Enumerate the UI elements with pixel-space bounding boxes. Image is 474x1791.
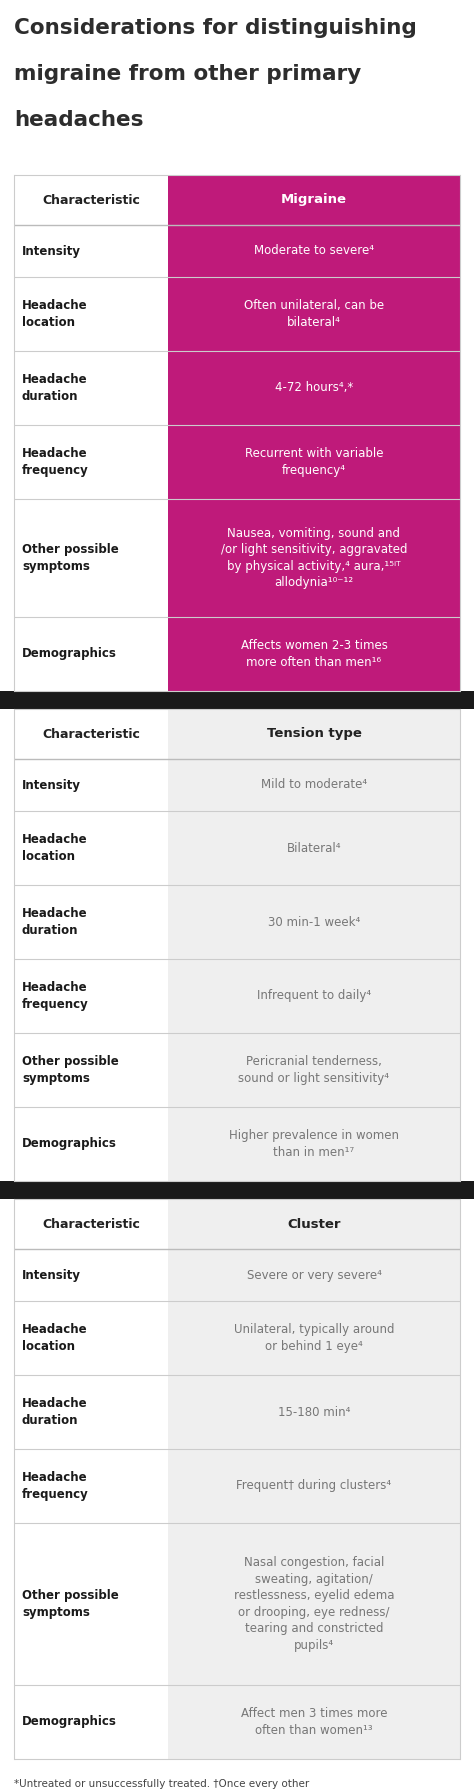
Text: Mild to moderate⁴: Mild to moderate⁴ [261, 779, 367, 792]
Bar [168, 500, 460, 618]
Text: Frequent† during clusters⁴: Frequent† during clusters⁴ [237, 1479, 392, 1492]
Text: Headache
duration: Headache duration [22, 373, 88, 403]
Text: Bilateral⁴: Bilateral⁴ [287, 842, 341, 854]
Bar [168, 1375, 460, 1449]
Bar [168, 1107, 460, 1180]
Bar [168, 1248, 460, 1300]
Text: 30 min-1 week⁴: 30 min-1 week⁴ [268, 915, 360, 928]
Bar [168, 1685, 460, 1759]
Text: Nasal congestion, facial
sweating, agitation/
restlessness, eyelid edema
or droo: Nasal congestion, facial sweating, agita… [234, 1556, 394, 1651]
Text: Other possible
symptoms: Other possible symptoms [22, 1055, 119, 1085]
Text: Recurrent with variable
frequency⁴: Recurrent with variable frequency⁴ [245, 448, 383, 476]
Text: Characteristic: Characteristic [42, 1218, 140, 1230]
Bar [168, 176, 460, 226]
Text: 15-180 min⁴: 15-180 min⁴ [278, 1406, 350, 1418]
Text: Other possible
symptoms: Other possible symptoms [22, 543, 119, 573]
Text: headaches: headaches [14, 109, 144, 131]
Bar [0, 691, 474, 709]
Bar [14, 709, 168, 759]
Text: Headache
frequency: Headache frequency [22, 1470, 89, 1501]
Text: migraine from other primary: migraine from other primary [14, 64, 361, 84]
Text: Severe or very severe⁴: Severe or very severe⁴ [246, 1268, 382, 1282]
Bar [168, 226, 460, 278]
Text: Headache
duration: Headache duration [22, 1397, 88, 1427]
Bar [168, 958, 460, 1033]
Text: Characteristic: Characteristic [42, 193, 140, 206]
Text: Pericranial tenderness,
sound or light sensitivity⁴: Pericranial tenderness, sound or light s… [238, 1055, 390, 1085]
Bar [168, 1300, 460, 1375]
Text: Migraine: Migraine [281, 193, 347, 206]
Text: Other possible
symptoms: Other possible symptoms [22, 1589, 119, 1619]
Bar [168, 1033, 460, 1107]
Text: Demographics: Demographics [22, 648, 117, 661]
Text: Cluster: Cluster [287, 1218, 341, 1230]
Text: Nausea, vomiting, sound and
/or light sensitivity, aggravated
by physical activi: Nausea, vomiting, sound and /or light se… [221, 527, 407, 589]
Text: Higher prevalence in women
than in men¹⁷: Higher prevalence in women than in men¹⁷ [229, 1130, 399, 1159]
Text: Considerations for distinguishing: Considerations for distinguishing [14, 18, 417, 38]
Text: Headache
location: Headache location [22, 299, 88, 330]
Text: Tension type: Tension type [266, 727, 362, 740]
Text: Intensity: Intensity [22, 1268, 81, 1282]
Text: Often unilateral, can be
bilateral⁴: Often unilateral, can be bilateral⁴ [244, 299, 384, 330]
Text: Infrequent to daily⁴: Infrequent to daily⁴ [257, 989, 371, 1003]
Bar [14, 176, 168, 226]
Bar [168, 1449, 460, 1522]
Text: 4-72 hours⁴,*: 4-72 hours⁴,* [275, 381, 353, 394]
Text: Affects women 2-3 times
more often than men¹⁶: Affects women 2-3 times more often than … [241, 639, 387, 668]
Text: Demographics: Demographics [22, 1137, 117, 1150]
Bar [168, 424, 460, 500]
Bar [168, 885, 460, 958]
Text: Headache
location: Headache location [22, 1324, 88, 1352]
Bar [14, 1198, 168, 1248]
Text: Intensity: Intensity [22, 245, 81, 258]
Text: Intensity: Intensity [22, 779, 81, 792]
Bar [168, 811, 460, 885]
Bar [168, 759, 460, 811]
Text: Headache
location: Headache location [22, 833, 88, 863]
Text: Characteristic: Characteristic [42, 727, 140, 740]
Bar [168, 1522, 460, 1685]
Bar [168, 1198, 460, 1248]
Text: Headache
frequency: Headache frequency [22, 981, 89, 1010]
Text: Headache
frequency: Headache frequency [22, 448, 89, 476]
Text: Demographics: Demographics [22, 1716, 117, 1728]
Text: *Untreated or unsuccessfully treated. †Once every other
day to 8 times per day.: *Untreated or unsuccessfully treated. †O… [14, 1778, 309, 1791]
Bar [168, 278, 460, 351]
Bar [168, 618, 460, 691]
Text: Moderate to severe⁴: Moderate to severe⁴ [254, 245, 374, 258]
Bar [168, 351, 460, 424]
Bar [0, 1180, 474, 1198]
Bar [168, 709, 460, 759]
Text: Unilateral, typically around
or behind 1 eye⁴: Unilateral, typically around or behind 1… [234, 1324, 394, 1352]
Text: Headache
duration: Headache duration [22, 908, 88, 937]
Text: Affect men 3 times more
often than women¹³: Affect men 3 times more often than women… [241, 1707, 387, 1737]
